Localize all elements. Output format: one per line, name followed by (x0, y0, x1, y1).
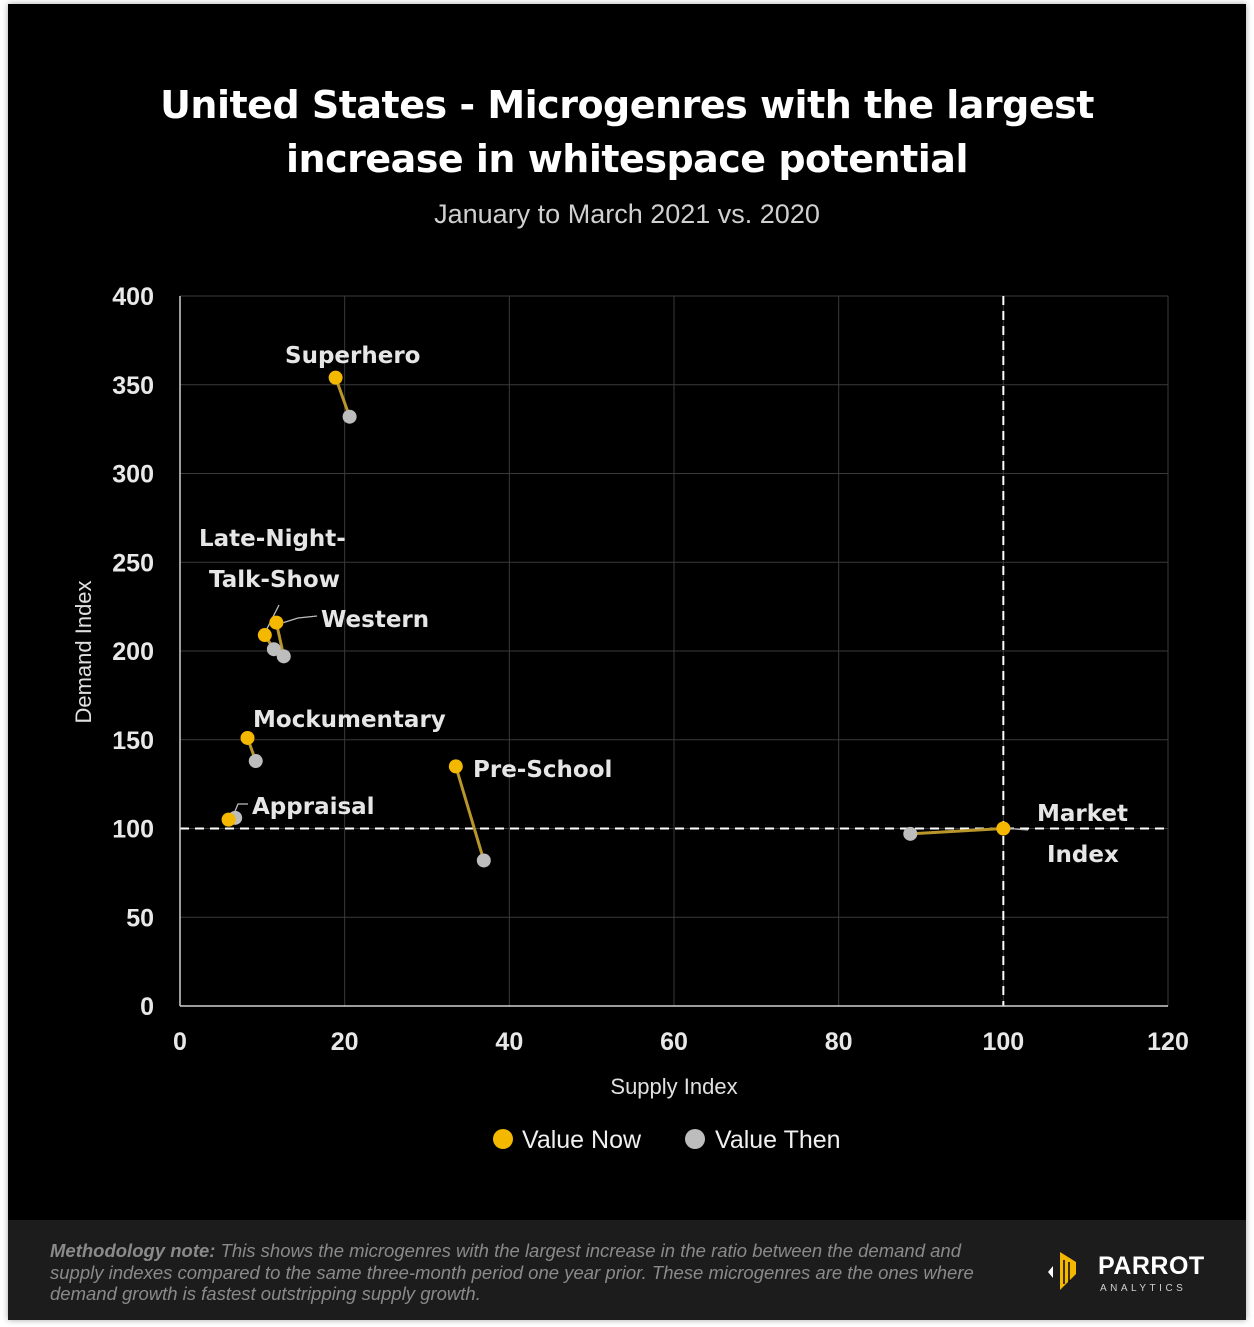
y-tick-label-250: 250 (112, 549, 154, 577)
point-now-superhero (328, 370, 343, 385)
y-axis-title: Demand Index (71, 580, 96, 723)
point-then-market-index (903, 826, 918, 841)
connector-pre-school (454, 765, 486, 861)
point-label-superhero: Superhero (285, 343, 420, 369)
axes: 0 50 100 150 200 250 300 350 400 0 20 40 60 80 100 120 (112, 283, 1189, 1056)
y-tick-label-350: 350 (112, 372, 154, 400)
point-then-western (276, 649, 291, 664)
x-tick-label-120: 120 (1147, 1028, 1189, 1056)
x-tick-label-60: 60 (660, 1028, 688, 1056)
point-label-market-line-2: Index (1047, 842, 1119, 868)
parrot-logo-icon (1048, 1252, 1076, 1290)
point-label-preschool: Pre-School (473, 757, 612, 783)
legend: Value Now Value Then (493, 1126, 841, 1154)
point-now-appraisal (221, 812, 236, 827)
point-label-mockumentary: Mockumentary (253, 707, 446, 733)
methodology-note: Methodology note: This shows the microge… (50, 1240, 1000, 1305)
chart-subtitle: January to March 2021 vs. 2020 (434, 199, 820, 229)
footer: Methodology note: This shows the microge… (8, 1220, 1246, 1320)
leader-market (1009, 827, 1029, 831)
point-now-late-night-talk-show (257, 628, 272, 643)
logo-wordmark: PARROT (1098, 1252, 1205, 1280)
point-label-late-night-line-1: Late-Night- (199, 526, 346, 552)
methodology-note-heading: Methodology note: (50, 1240, 216, 1261)
point-label-late-night-line-2: Talk-Show (209, 567, 340, 593)
legend-marker-value-now (493, 1129, 513, 1149)
grid-lines (180, 295, 1169, 1006)
methodology-note-text: This shows the microgenres with the larg… (50, 1240, 974, 1304)
x-axis-title: Supply Index (610, 1074, 737, 1099)
reference-lines (180, 296, 1168, 1006)
y-tick-label-200: 200 (112, 638, 154, 666)
data-points (221, 370, 1011, 868)
parrot-analytics-logo: PARROT ANALYTICS (1038, 1246, 1208, 1296)
y-tick-label-300: 300 (112, 461, 154, 489)
chart-title: United States - Microgenres with the lar… (8, 78, 1246, 186)
x-tick-label-40: 40 (495, 1028, 523, 1056)
point-now-western (269, 615, 284, 630)
connector-market-index (910, 827, 1004, 836)
chart-title-line-1: United States - Microgenres with the lar… (160, 83, 1094, 127)
x-tick-label-80: 80 (825, 1028, 853, 1056)
point-label-market-line-1: Market (1037, 801, 1128, 827)
legend-label-value-then: Value Then (715, 1126, 841, 1154)
point-now-pre-school (448, 759, 463, 774)
y-tick-label-400: 400 (112, 283, 154, 311)
x-tick-label-0: 0 (173, 1028, 187, 1056)
point-label-western: Western (321, 607, 429, 633)
chart-title-line-2: increase in whitespace potential (286, 137, 968, 181)
point-label-appraisal: Appraisal (252, 794, 375, 820)
point-then-mockumentary (248, 754, 263, 769)
point-then-superhero (342, 409, 357, 424)
point-now-mockumentary (240, 730, 255, 745)
y-tick-label-50: 50 (126, 904, 154, 932)
y-tick-label-0: 0 (140, 993, 154, 1021)
point-now-market-index (996, 821, 1011, 836)
y-tick-label-100: 100 (112, 816, 154, 844)
chart-card: United States - Microgenres with the lar… (8, 4, 1246, 1320)
x-tick-label-100: 100 (982, 1028, 1024, 1056)
leader-western (283, 615, 318, 624)
legend-label-value-now: Value Now (522, 1126, 642, 1154)
point-then-pre-school (476, 853, 491, 868)
legend-marker-value-then (685, 1129, 705, 1149)
point-then-late-night-talk-show (266, 642, 281, 657)
logo-subtitle: ANALYTICS (1100, 1283, 1187, 1294)
y-tick-label-150: 150 (112, 727, 154, 755)
x-tick-label-20: 20 (331, 1028, 359, 1056)
